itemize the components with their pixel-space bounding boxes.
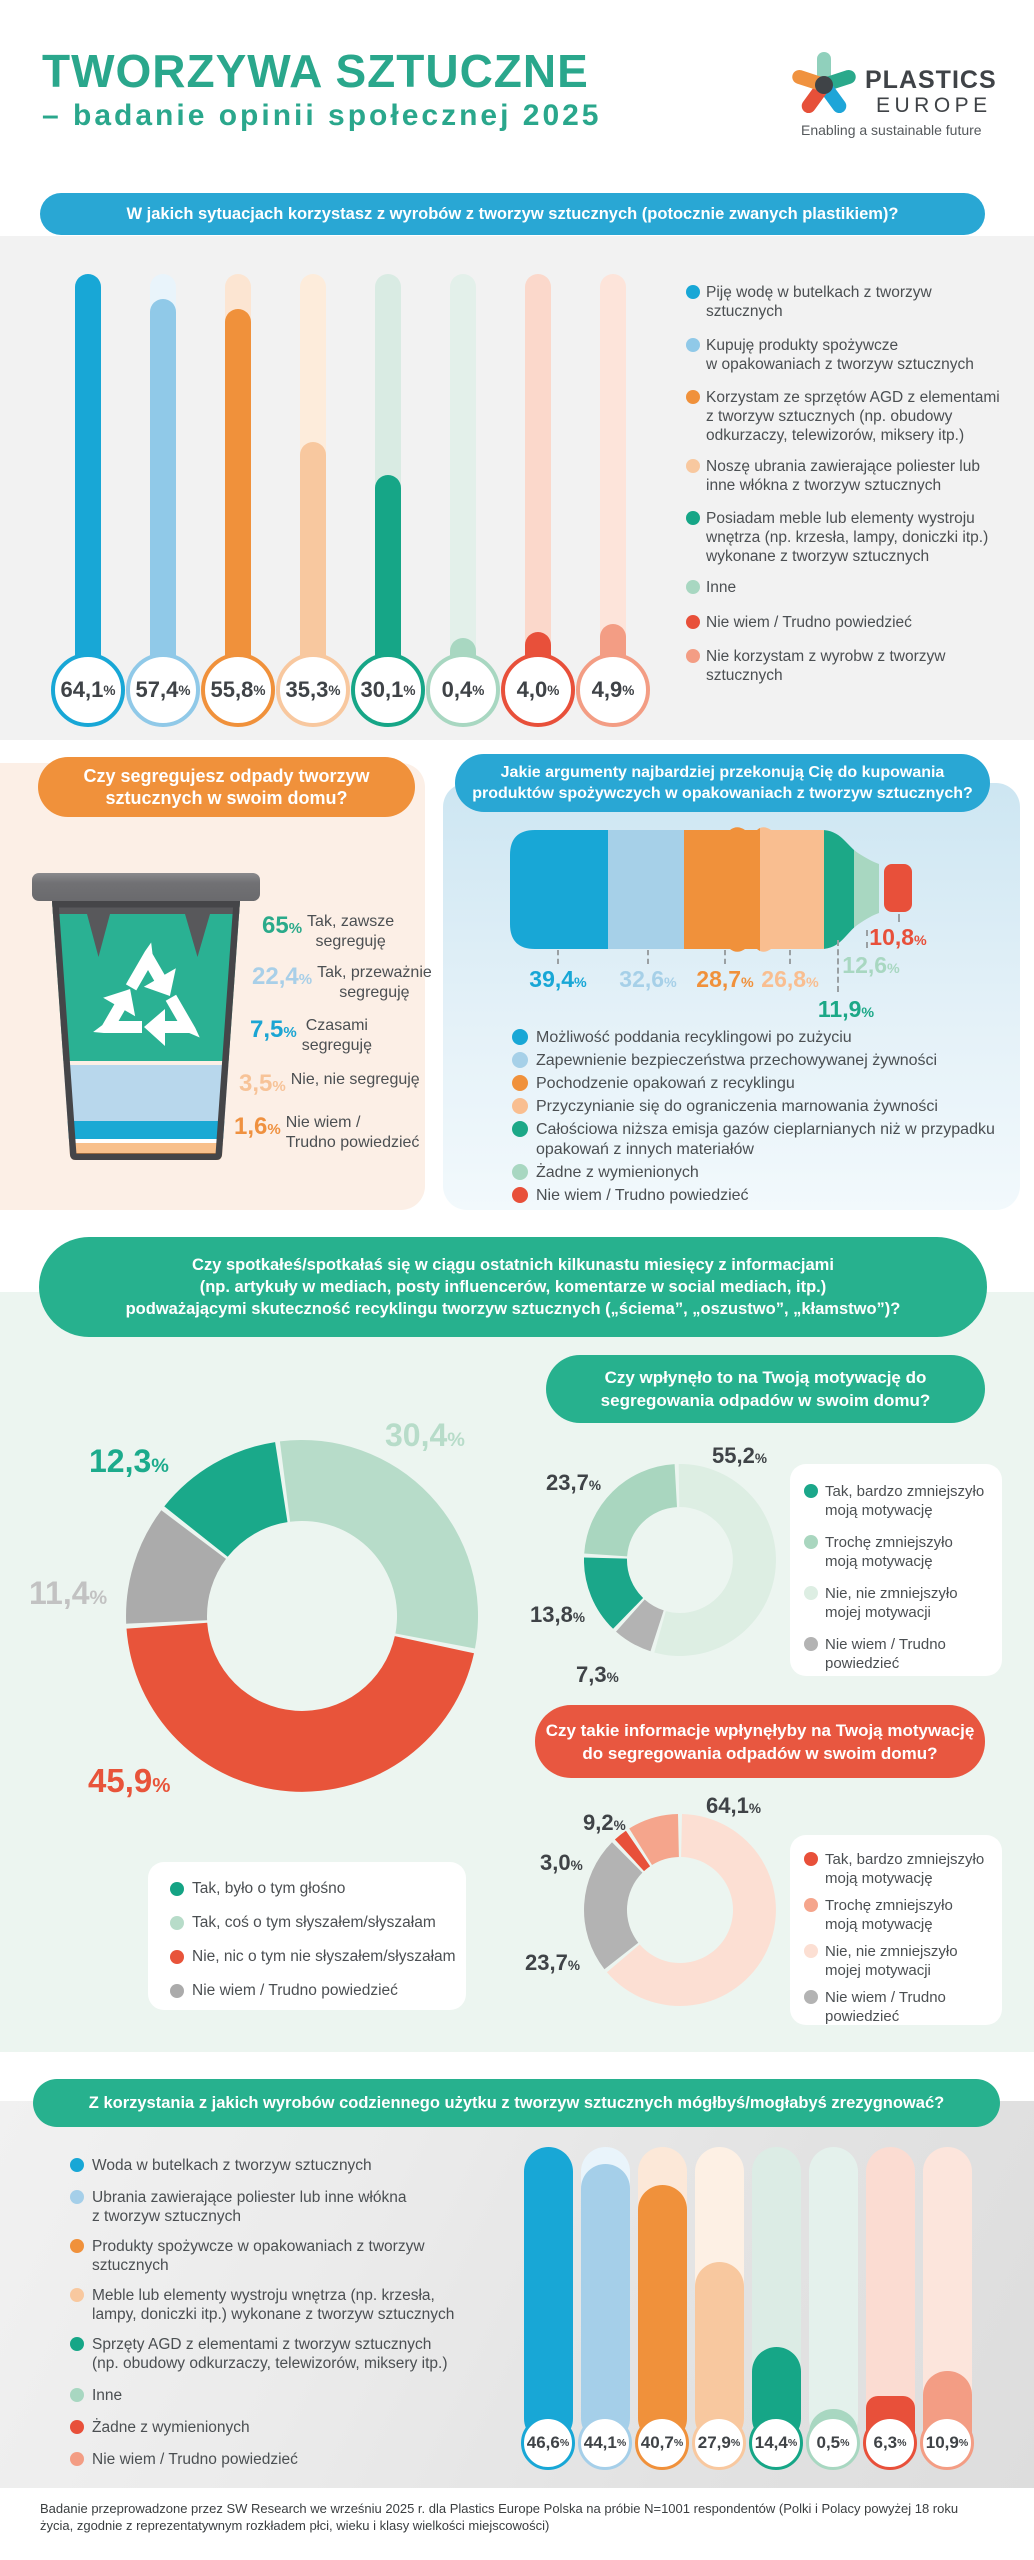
svg-text:Enabling a sustainable future: Enabling a sustainable future	[801, 122, 982, 138]
svg-text:PLASTICS: PLASTICS	[865, 66, 997, 94]
svg-text:EUROPE: EUROPE	[876, 94, 992, 117]
